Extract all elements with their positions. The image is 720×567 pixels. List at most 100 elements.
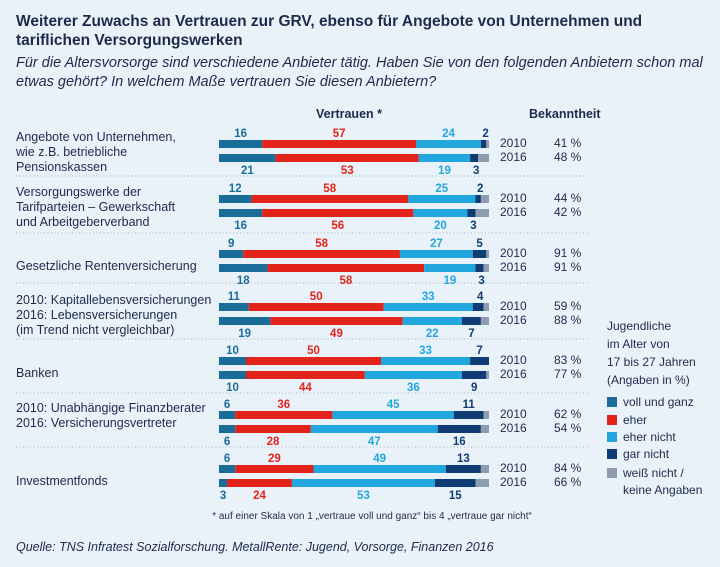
value-label-voll_und_ganz: 16 (234, 220, 247, 232)
bar-segment-eher (275, 154, 419, 162)
legend-label: gar nicht (623, 447, 670, 461)
bar-segment-weiss_nicht (480, 317, 489, 325)
value-label-eher_nicht: 45 (387, 399, 400, 411)
value-label-eher_nicht: 24 (442, 128, 455, 140)
group-label: Banken (16, 366, 58, 380)
value-label-eher: 50 (307, 345, 320, 357)
value-label-gar_nicht: 7 (468, 328, 474, 340)
bar-segment-weiss_nicht (480, 195, 489, 203)
bar-segment-gar_nicht (462, 371, 487, 379)
chart-title: Weiterer Zuwachs an Vertrauen zur GRV, e… (16, 13, 643, 49)
value-label-voll_und_ganz: 9 (228, 238, 234, 250)
value-label-voll_und_ganz: 10 (226, 345, 239, 357)
value-label-eher_nicht: 20 (434, 220, 447, 232)
side-note-line: Jugendliche (607, 319, 671, 333)
awareness-value: 42 % (554, 205, 582, 219)
bar-segment-weiss_nicht (486, 250, 489, 258)
bar-segment-voll_und_ganz (219, 250, 244, 258)
value-label-gar_nicht: 4 (477, 291, 484, 303)
group-label: Tarifparteien – Gewerkschaft (16, 200, 176, 214)
bar-segment-voll_und_ganz (219, 154, 276, 162)
legend-label: voll und ganz (623, 395, 694, 409)
bar-segment-eher_nicht (402, 317, 462, 325)
chart-subtitle: Für die Altersvorsorge sind verschiedene… (16, 55, 703, 90)
bar-segment-gar_nicht (467, 209, 476, 217)
value-label-eher_nicht: 36 (407, 382, 420, 394)
value-label-gar_nicht: 3 (470, 220, 476, 232)
bar-segment-eher (251, 195, 408, 203)
group-label: Gesetzliche Rentenversicherung (16, 259, 197, 273)
bar-segment-gar_nicht (445, 465, 481, 473)
awareness-value: 84 % (554, 461, 582, 475)
bar-segment-eher_nicht (399, 250, 473, 258)
value-label-voll_und_ganz: 3 (220, 490, 226, 502)
bar-segment-gar_nicht (470, 357, 489, 365)
awareness-value: 77 % (554, 367, 582, 381)
value-label-voll_und_ganz: 21 (241, 165, 254, 177)
bar-segment-eher (262, 140, 417, 148)
value-label-eher: 44 (299, 382, 312, 394)
group-label: 2016: Lebensversicherungen (16, 308, 177, 322)
value-label-voll_und_ganz: 6 (224, 453, 230, 465)
year-label: 2016 (500, 421, 527, 435)
bar-segment-weiss_nicht (486, 371, 489, 379)
value-label-eher_nicht: 19 (443, 275, 456, 287)
bar-segment-eher_nicht (313, 465, 446, 473)
value-label-gar_nicht: 7 (476, 345, 482, 357)
awareness-value: 44 % (554, 191, 582, 205)
bar-segment-eher_nicht (364, 371, 462, 379)
side-note-line: (Angaben in %) (607, 373, 690, 387)
bar-segment-weiss_nicht (475, 209, 489, 217)
year-label: 2010 (500, 461, 527, 475)
year-label: 2010 (500, 246, 527, 260)
value-label-voll_und_ganz: 6 (224, 436, 230, 448)
bar-segment-gar_nicht (470, 154, 479, 162)
side-note-line: im Alter von (607, 337, 670, 351)
bar-segment-eher (235, 411, 333, 419)
awareness-value: 59 % (554, 299, 582, 313)
group-label: Versorgungswerke der (16, 185, 141, 199)
value-label-eher: 53 (341, 165, 354, 177)
bar-segment-weiss_nicht (480, 425, 489, 433)
legend-swatch-voll_und_ganz (607, 397, 617, 407)
bar-segment-eher (235, 425, 311, 433)
value-label-eher: 29 (268, 453, 281, 465)
value-label-gar_nicht: 3 (478, 275, 484, 287)
value-label-voll_und_ganz: 16 (234, 128, 247, 140)
legend-swatch-eher (607, 415, 617, 425)
value-label-voll_und_ganz: 19 (238, 328, 251, 340)
awareness-value: 48 % (554, 150, 582, 164)
value-label-gar_nicht: 11 (463, 399, 476, 411)
bar-segment-voll_und_ganz (219, 357, 246, 365)
value-label-gar_nicht: 5 (476, 238, 483, 250)
bar-segment-eher_nicht (408, 195, 476, 203)
bar-segment-voll_und_ganz (219, 209, 263, 217)
footnote: * auf einer Skala von 1 „vertraue voll u… (212, 511, 532, 522)
bar-segment-eher (270, 317, 403, 325)
bar-segment-gar_nicht (435, 479, 476, 487)
awareness-value: 88 % (554, 313, 582, 327)
bar-segment-gar_nicht (480, 140, 487, 148)
legend-swatch-weiss_nicht (607, 468, 617, 478)
bar-segment-eher_nicht (381, 357, 471, 365)
bar-segment-eher (246, 357, 381, 365)
legend-label: eher nicht (623, 430, 676, 444)
value-label-eher_nicht: 53 (357, 490, 370, 502)
group-label: und Arbeitgeberverband (16, 215, 149, 229)
bar-segment-weiss_nicht (478, 154, 489, 162)
bar-segment-weiss_nicht (480, 465, 489, 473)
bar-segment-voll_und_ganz (219, 303, 249, 311)
bar-segment-gar_nicht (472, 250, 487, 258)
awareness-value: 54 % (554, 421, 582, 435)
awareness-value: 62 % (554, 407, 582, 421)
value-label-voll_und_ganz: 18 (237, 275, 250, 287)
legend-swatch-gar_nicht (607, 449, 617, 459)
value-label-eher_nicht: 47 (368, 436, 381, 448)
year-label: 2010 (500, 407, 527, 421)
value-label-voll_und_ganz: 12 (229, 183, 242, 195)
bar-segment-eher (235, 465, 314, 473)
year-label: 2010 (500, 191, 527, 205)
bar-segment-voll_und_ganz (219, 264, 268, 272)
legend-label: keine Angaben (623, 483, 702, 497)
